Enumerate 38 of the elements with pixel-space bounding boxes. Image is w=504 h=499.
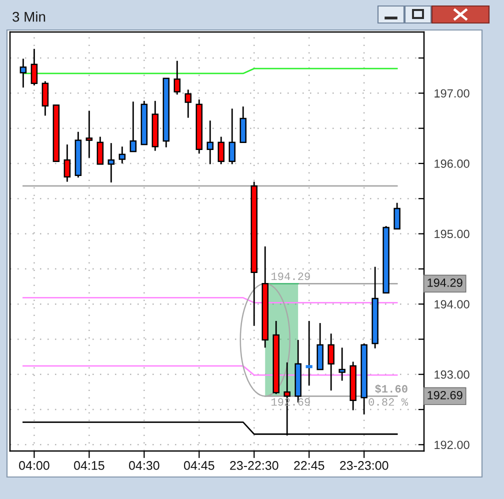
candlestick <box>338 346 346 382</box>
candlestick <box>240 106 246 144</box>
x-tick-label: 04:15 <box>74 461 104 470</box>
y-tick-label: 195.00 <box>434 230 470 238</box>
y-tick-label: 196.00 <box>434 160 470 168</box>
text: 194.29 <box>428 278 462 287</box>
y-tick-label: 197.00 <box>434 89 470 98</box>
candlestick <box>64 144 71 182</box>
candlestick <box>184 88 192 118</box>
y-tick-label: 194.00 <box>434 300 470 308</box>
candlestick <box>20 58 27 88</box>
y-tick-label: 192.00 <box>434 440 470 450</box>
annotation: $1.60 <box>375 384 408 394</box>
candlestick <box>96 136 104 165</box>
x-tick-label: 22:45 <box>294 461 324 470</box>
x-tick-label: 04:30 <box>129 461 160 470</box>
candlestick <box>30 48 38 86</box>
x-tick-label: 04:45 <box>184 461 214 470</box>
candlestick <box>42 80 49 116</box>
candlestick <box>130 100 137 152</box>
candlestick <box>394 202 400 230</box>
candlestick <box>306 320 312 386</box>
candlestick <box>218 136 224 165</box>
data-label: 194.29 <box>271 272 310 280</box>
candlestick <box>118 146 126 164</box>
x-tick-label: 23-23:00 <box>340 461 388 470</box>
candlestick <box>108 142 115 184</box>
candlestick <box>86 110 93 159</box>
x-tick-label: 23-22:30 <box>230 461 278 470</box>
chart-title: 3 Min <box>12 12 46 22</box>
candlestick <box>328 332 334 392</box>
annotation: 0.82 % <box>368 398 408 406</box>
candlestick <box>206 120 214 165</box>
y-tick-label: 193.00 <box>434 370 470 379</box>
candlestick <box>228 108 236 165</box>
text: 192.69 <box>428 390 462 400</box>
x-tick-label: 04:00 <box>19 461 50 470</box>
candlestick <box>174 60 181 96</box>
